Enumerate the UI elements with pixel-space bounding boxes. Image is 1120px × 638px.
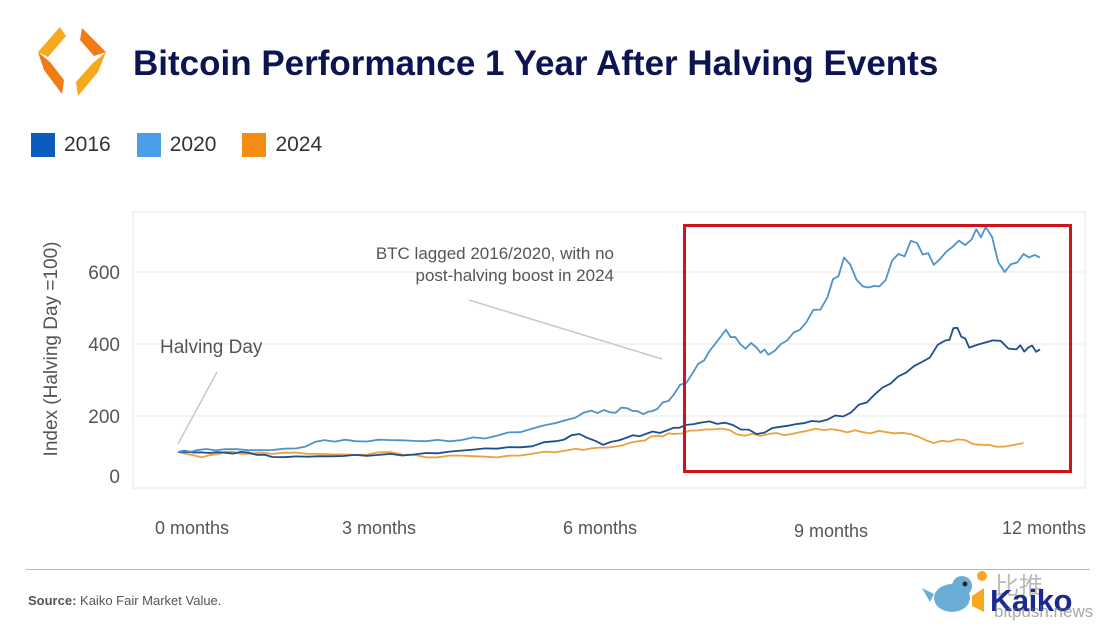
x-tick-label: 9 months bbox=[794, 521, 868, 541]
y-tick-label: 0 bbox=[109, 467, 120, 488]
watermark-cn: 比推 bbox=[995, 573, 1043, 600]
series-line-2020 bbox=[177, 226, 1041, 453]
series-line-2024 bbox=[177, 427, 1024, 459]
watermark-url: bitpush.news bbox=[994, 602, 1094, 621]
legend-swatch-2024 bbox=[242, 133, 267, 157]
x-tick-label: 3 months bbox=[342, 518, 416, 538]
y-tick-label: 400 bbox=[88, 335, 120, 356]
legend-label: 2020 bbox=[169, 133, 217, 156]
source-label: Source: bbox=[28, 593, 77, 608]
legend-swatch-2016 bbox=[31, 133, 55, 157]
y-axis-label: Index (Halving Day =100) bbox=[41, 242, 62, 457]
annotation-btc-lagged-line1: BTC lagged 2016/2020, with no bbox=[376, 244, 614, 263]
legend-swatch-2020 bbox=[136, 133, 161, 157]
source-text: Kaiko Fair Market Value. bbox=[80, 593, 222, 608]
highlight-box bbox=[683, 224, 1072, 473]
annotation-leader-btc-lagged bbox=[468, 299, 663, 360]
kaiko-logo-icon bbox=[38, 27, 106, 96]
legend-label: 2016 bbox=[64, 133, 111, 156]
chart-legend: 2016 2020 2024 bbox=[31, 133, 348, 157]
bird-mascot-icon bbox=[922, 571, 987, 612]
legend-label: 2024 bbox=[275, 133, 323, 156]
page-title: Bitcoin Performance 1 Year After Halving… bbox=[133, 44, 939, 83]
legend-item-2020[interactable]: 2020 bbox=[136, 133, 217, 157]
x-tick-label: 12 months bbox=[1002, 518, 1086, 538]
y-tick-label: 200 bbox=[88, 407, 120, 428]
footer-divider bbox=[26, 569, 1090, 570]
annotation-btc-lagged-line2: post-halving boost in 2024 bbox=[416, 266, 614, 285]
source-note: Source: Kaiko Fair Market Value. bbox=[28, 593, 221, 608]
x-tick-label: 6 months bbox=[563, 518, 637, 538]
series-line-2016 bbox=[178, 326, 1041, 459]
annotation-leader-halving bbox=[177, 371, 218, 445]
legend-item-2024[interactable]: 2024 bbox=[242, 133, 322, 157]
legend-item-2016[interactable]: 2016 bbox=[31, 133, 111, 157]
y-tick-label: 600 bbox=[88, 263, 120, 284]
kaiko-brand: Kaiko bbox=[990, 583, 1072, 618]
annotation-halving-day: Halving Day bbox=[160, 337, 263, 358]
x-tick-label: 0 months bbox=[155, 518, 229, 538]
